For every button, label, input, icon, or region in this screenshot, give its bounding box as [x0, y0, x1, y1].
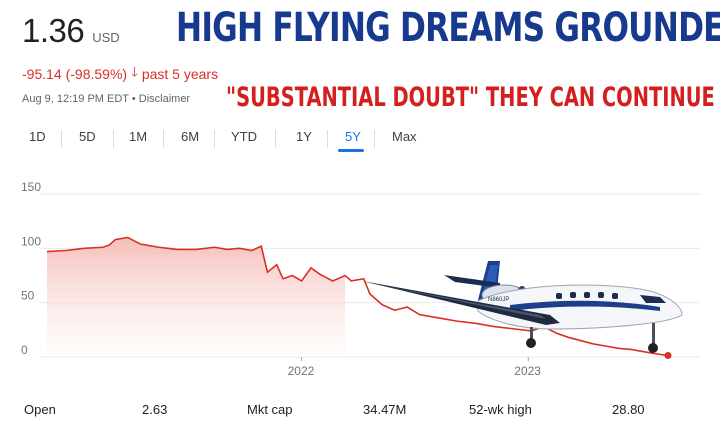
- last-price-dot: [664, 352, 672, 360]
- stat-open-value: 2.63: [142, 402, 168, 417]
- price-block: 1.36 USD: [22, 12, 120, 50]
- key-stats: Open 2.63 Mkt cap 34.47M 52-wk high 28.8…: [0, 400, 720, 422]
- current-price: 1.36: [22, 12, 85, 49]
- x-tick-label: 2022: [288, 364, 315, 375]
- tab-max[interactable]: Max: [392, 129, 417, 144]
- tab-ytd[interactable]: YTD: [231, 129, 257, 144]
- tab-divider: [61, 130, 62, 148]
- stat-52wk-high-value: 28.80: [612, 402, 645, 417]
- stat-mktcap-value: 34.47M: [363, 402, 407, 417]
- active-tab-indicator: [338, 149, 364, 152]
- y-tick-label: 150: [21, 180, 41, 194]
- price-chart[interactable]: 150 100 50 0 2022 2023: [0, 175, 720, 375]
- timestamp-disclaimer[interactable]: Aug 9, 12:19 PM EDT • Disclaimer: [22, 93, 191, 105]
- tab-divider: [214, 130, 215, 148]
- range-tabs: 1D 5D 1M 6M YTD 1Y 5Y Max: [0, 126, 720, 156]
- stat-mktcap-label: Mkt cap: [247, 402, 293, 417]
- tab-divider: [374, 130, 375, 148]
- y-tick-label: 0: [21, 343, 28, 357]
- change-value: -95.14 (-98.59%): [22, 66, 128, 82]
- price-area-fill: [47, 237, 346, 357]
- change-period: past 5 years: [141, 66, 219, 82]
- tab-6m[interactable]: 6M: [181, 129, 200, 144]
- price-change: -95.14 (-98.59%) 🡓 past 5 years: [22, 63, 218, 85]
- tab-1m[interactable]: 1M: [129, 129, 148, 144]
- tab-1y[interactable]: 1Y: [296, 129, 312, 144]
- business-jet-image: N860JP: [362, 261, 683, 353]
- jet-registration: N860JP: [488, 297, 509, 303]
- subheadline-overlay: "SUBSTANTIAL DOUBT" THEY CAN CONTINUE: [226, 82, 715, 113]
- headline-overlay: HIGH FLYING DREAMS GROUNDED: [176, 5, 720, 51]
- tab-divider: [275, 130, 276, 148]
- tab-5d[interactable]: 5D: [79, 129, 96, 144]
- jet-stabilizer: [444, 275, 500, 288]
- jet-wing: [362, 281, 560, 325]
- x-tick-label: 2023: [514, 364, 541, 375]
- tab-divider: [163, 130, 164, 148]
- stat-52wk-high-label: 52-wk high: [469, 402, 532, 417]
- currency-label: USD: [92, 30, 120, 45]
- tab-divider: [113, 130, 114, 148]
- price-line: [46, 236, 669, 357]
- tab-1d[interactable]: 1D: [29, 129, 46, 144]
- y-tick-label: 50: [21, 289, 35, 303]
- y-tick-label: 100: [21, 234, 41, 248]
- tab-divider: [327, 130, 328, 148]
- tab-5y[interactable]: 5Y: [345, 129, 361, 144]
- arrow-down-icon: 🡓: [131, 64, 138, 79]
- stat-open-label: Open: [24, 402, 56, 417]
